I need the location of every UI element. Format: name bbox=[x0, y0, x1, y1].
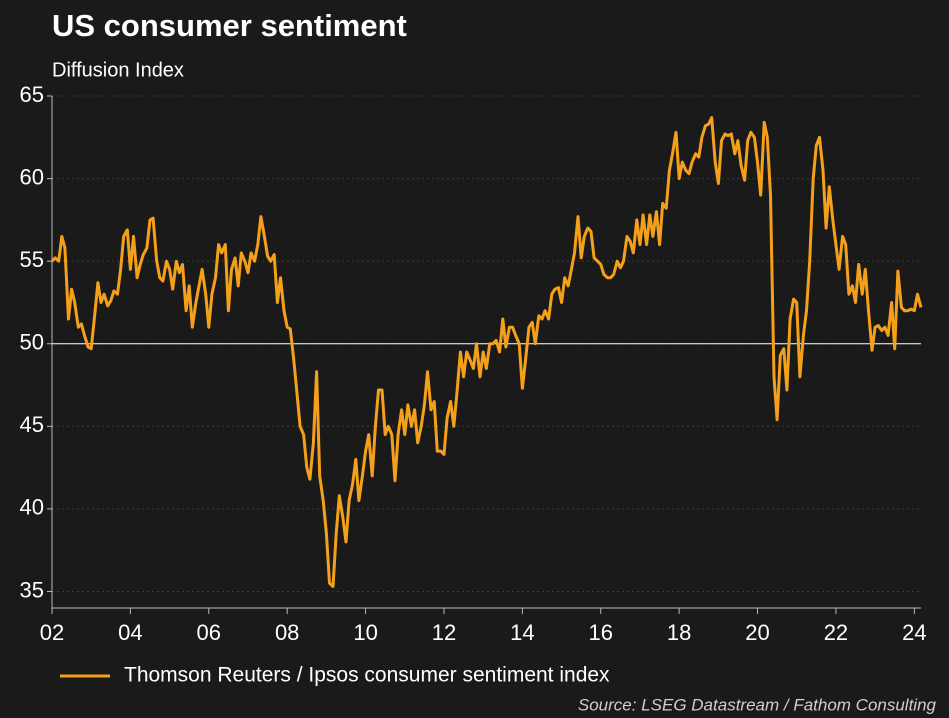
x-tick-label: 08 bbox=[275, 620, 299, 645]
x-tick-label: 02 bbox=[40, 620, 64, 645]
x-tick-label: 18 bbox=[667, 620, 691, 645]
source-note: Source: LSEG Datastream / Fathom Consult… bbox=[578, 695, 937, 714]
x-tick-label: 14 bbox=[510, 620, 534, 645]
y-tick-label: 60 bbox=[20, 164, 44, 189]
y-tick-label: 55 bbox=[20, 247, 44, 272]
chart-subtitle: Diffusion Index bbox=[52, 59, 184, 81]
data-line bbox=[50, 116, 923, 588]
y-tick-label: 45 bbox=[20, 412, 44, 437]
x-tick-label: 04 bbox=[118, 620, 142, 645]
x-tick-label: 16 bbox=[589, 620, 613, 645]
y-tick-label: 35 bbox=[20, 577, 44, 602]
x-tick-label: 10 bbox=[353, 620, 377, 645]
x-tick-label: 20 bbox=[745, 620, 769, 645]
y-tick-label: 65 bbox=[20, 82, 44, 107]
y-tick-label: 40 bbox=[20, 495, 44, 520]
chart-title: US consumer sentiment bbox=[52, 8, 407, 43]
legend-label: Thomson Reuters / Ipsos consumer sentime… bbox=[124, 664, 610, 687]
x-tick-label: 22 bbox=[824, 620, 848, 645]
y-tick-label: 50 bbox=[20, 330, 44, 355]
x-tick-label: 12 bbox=[432, 620, 456, 645]
x-tick-label: 06 bbox=[197, 620, 221, 645]
x-tick-label: 24 bbox=[902, 620, 926, 645]
